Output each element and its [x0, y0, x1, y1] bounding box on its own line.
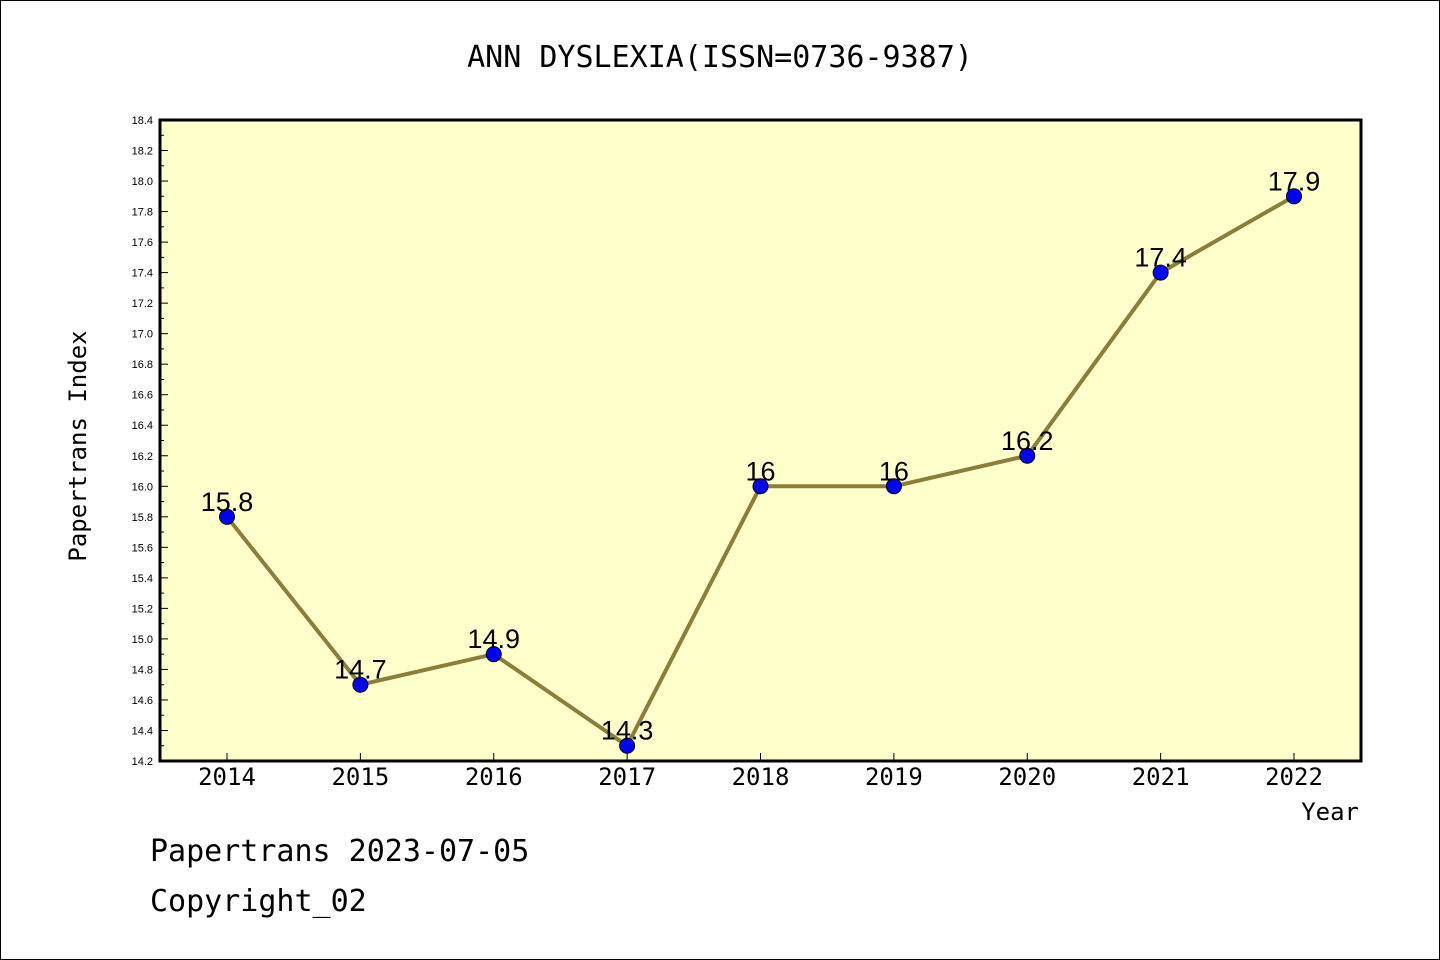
y-tick-label: 15.0 [132, 634, 153, 646]
y-tick-label: 15.2 [132, 603, 153, 615]
y-tick-label: 16.4 [132, 420, 153, 432]
footer-copyright: Copyright_02 [150, 884, 367, 919]
data-label: 17.9 [1268, 166, 1321, 196]
y-tick-label: 15.6 [132, 542, 153, 554]
x-axis: 2014 2015 2016 2017 2018 2019 2020 2021 2022 [198, 753, 1323, 791]
y-tick-label: 17.0 [132, 329, 153, 341]
y-tick-label: 16.2 [132, 451, 153, 463]
y-axis: 14.2 14.4 14.6 14.8 15.0 15.2 15.4 15.6 15.8 16.0… [132, 115, 168, 768]
data-point [752, 478, 769, 495]
x-tick-label: 2017 [598, 763, 656, 791]
data-point [885, 478, 902, 495]
x-tick-label: 2014 [198, 763, 256, 791]
chart-title: ANN DYSLEXIA(ISSN=0736-9387) [467, 40, 973, 75]
y-tick-label: 14.6 [132, 695, 153, 707]
plot-area [158, 118, 1363, 763]
x-axis-label: Year [1301, 798, 1359, 826]
data-label: 14.3 [601, 716, 654, 746]
data-point [352, 676, 369, 693]
x-tick-label: 2016 [465, 763, 523, 791]
x-tick-label: 2015 [331, 763, 389, 791]
y-axis-label: Papertrans Index [64, 330, 92, 561]
data-label: 16 [745, 456, 775, 486]
y-tick-label: 17.4 [132, 268, 153, 280]
y-tick-label: 17.8 [132, 207, 153, 219]
y-tick-label: 18.2 [132, 146, 153, 158]
x-tick-label: 2019 [865, 763, 923, 791]
data-point [219, 508, 235, 525]
y-tick-label: 14.8 [132, 664, 153, 676]
data-point [1286, 188, 1302, 205]
y-tick-label: 15.8 [132, 512, 153, 524]
y-tick-label: 14.4 [132, 725, 153, 737]
x-tick-label: 2022 [1265, 763, 1323, 791]
data-label: 16 [879, 456, 909, 486]
series: 15.8 14.7 14.9 14.3 16 16 16.2 17.4 17.9 [201, 166, 1321, 754]
data-point [1019, 447, 1036, 464]
y-tick-label: 16.0 [132, 481, 153, 493]
footer-date: Papertrans 2023-07-05 [150, 834, 530, 869]
data-label: 17.4 [1134, 243, 1187, 273]
x-tick-label: 2020 [998, 763, 1056, 791]
data-point [619, 737, 636, 754]
x-tick-label: 2021 [1132, 763, 1190, 791]
y-tick-label: 15.4 [132, 573, 153, 585]
data-label: 15.8 [201, 487, 254, 517]
data-point [485, 646, 502, 663]
y-tick-label: 17.6 [132, 237, 153, 249]
data-label: 14.7 [334, 655, 387, 685]
y-tick-label: 14.2 [132, 756, 153, 768]
data-label: 14.9 [467, 624, 520, 654]
x-tick-label: 2018 [732, 763, 790, 791]
data-label: 16.2 [1001, 426, 1054, 456]
data-point [1152, 264, 1169, 281]
y-tick-label: 17.2 [132, 298, 153, 310]
y-tick-label: 16.6 [132, 390, 153, 402]
y-tick-label: 18.4 [132, 115, 153, 127]
y-tick-label: 16.8 [132, 359, 153, 371]
y-tick-label: 18.0 [132, 176, 153, 188]
